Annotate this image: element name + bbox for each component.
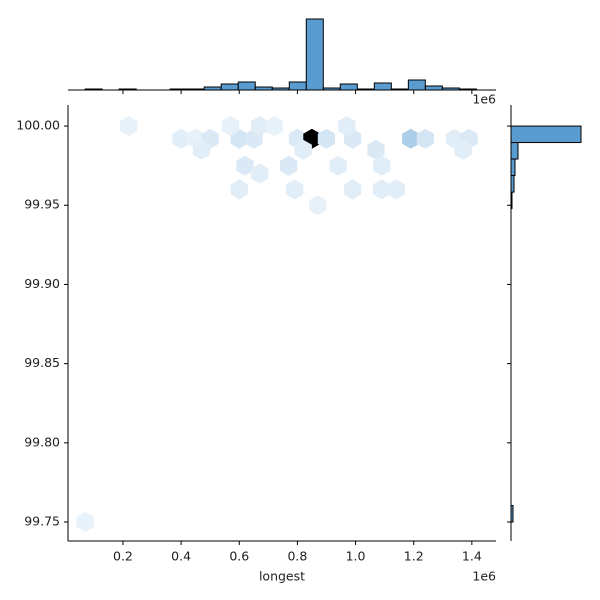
x-hist-bar — [254, 86, 273, 91]
x-offset-label: 1e6 — [472, 92, 496, 107]
x-hist-bar — [373, 82, 392, 91]
hexbin — [251, 116, 269, 137]
y-tick-label: 99.85 — [24, 355, 60, 370]
x-hist-bar — [356, 88, 375, 91]
hexbin — [367, 139, 385, 160]
hexbin — [294, 139, 312, 160]
hexbin — [285, 179, 304, 200]
hexbin — [251, 163, 269, 184]
y-tick-label: 99.90 — [24, 276, 60, 291]
x-hist-bar — [203, 86, 222, 91]
y-tick-label: 100.00 — [16, 118, 60, 133]
hexbin — [416, 128, 434, 149]
hexbin — [230, 128, 248, 149]
x-hist-bar — [441, 87, 460, 91]
y-hist-bar — [510, 158, 516, 176]
hexbin — [265, 116, 283, 137]
x-hist-bar — [84, 88, 103, 91]
x-hist-bar — [305, 18, 324, 91]
hexbin — [387, 179, 405, 200]
x-hist-bar — [220, 83, 239, 91]
y-tick-label: 99.95 — [24, 197, 60, 212]
x-offset-label: 1e6 — [472, 569, 496, 584]
y-tick-label: 99.80 — [24, 434, 60, 449]
hexbin — [373, 155, 391, 176]
x-hist-bar — [186, 88, 205, 91]
hexbin — [120, 116, 138, 137]
y-tick-label: 99.75 — [24, 513, 60, 528]
hexbin — [309, 195, 327, 216]
x-tick-label: 1.2 — [404, 549, 424, 564]
hexbin — [192, 139, 211, 160]
hexbin — [317, 128, 336, 149]
hexbin — [230, 179, 248, 200]
x-tick-label: 1.4 — [462, 549, 482, 564]
hexbin — [221, 116, 240, 137]
x-tick-label: 0.8 — [287, 549, 307, 564]
hexbin — [236, 155, 254, 176]
hexbin — [329, 155, 347, 176]
hexbin — [402, 128, 420, 149]
x-hist-bar — [407, 79, 426, 91]
hexbin — [172, 128, 190, 149]
y-hist-bar — [510, 142, 519, 160]
y-hist-bar — [510, 125, 582, 144]
x-hist-bar — [322, 87, 341, 91]
x-axis-label: longest — [259, 569, 305, 584]
x-hist-bar — [169, 88, 188, 91]
hexbin — [338, 116, 356, 137]
hexbin — [373, 179, 391, 200]
x-tick-label: 0.4 — [171, 549, 191, 564]
x-hist-bar — [288, 81, 307, 91]
hexbin — [454, 139, 472, 160]
hexbin — [76, 512, 94, 532]
y-hist-bar — [510, 191, 513, 210]
x-hist-bar — [271, 87, 290, 91]
x-tick-label: 0.2 — [113, 549, 133, 564]
x-hist-bar — [339, 83, 358, 91]
hexbin — [280, 155, 298, 176]
y-hist-bar — [510, 174, 515, 193]
x-tick-label: 0.6 — [229, 549, 249, 564]
hexbin — [344, 179, 362, 200]
x-hist-bar — [237, 81, 256, 91]
x-hist-bar — [390, 88, 409, 91]
x-tick-label: 1.0 — [346, 549, 366, 564]
y-hist-bar — [510, 505, 514, 523]
x-hist-bar — [118, 88, 137, 91]
x-hist-bar — [424, 85, 443, 91]
x-hist-bar — [458, 88, 477, 91]
